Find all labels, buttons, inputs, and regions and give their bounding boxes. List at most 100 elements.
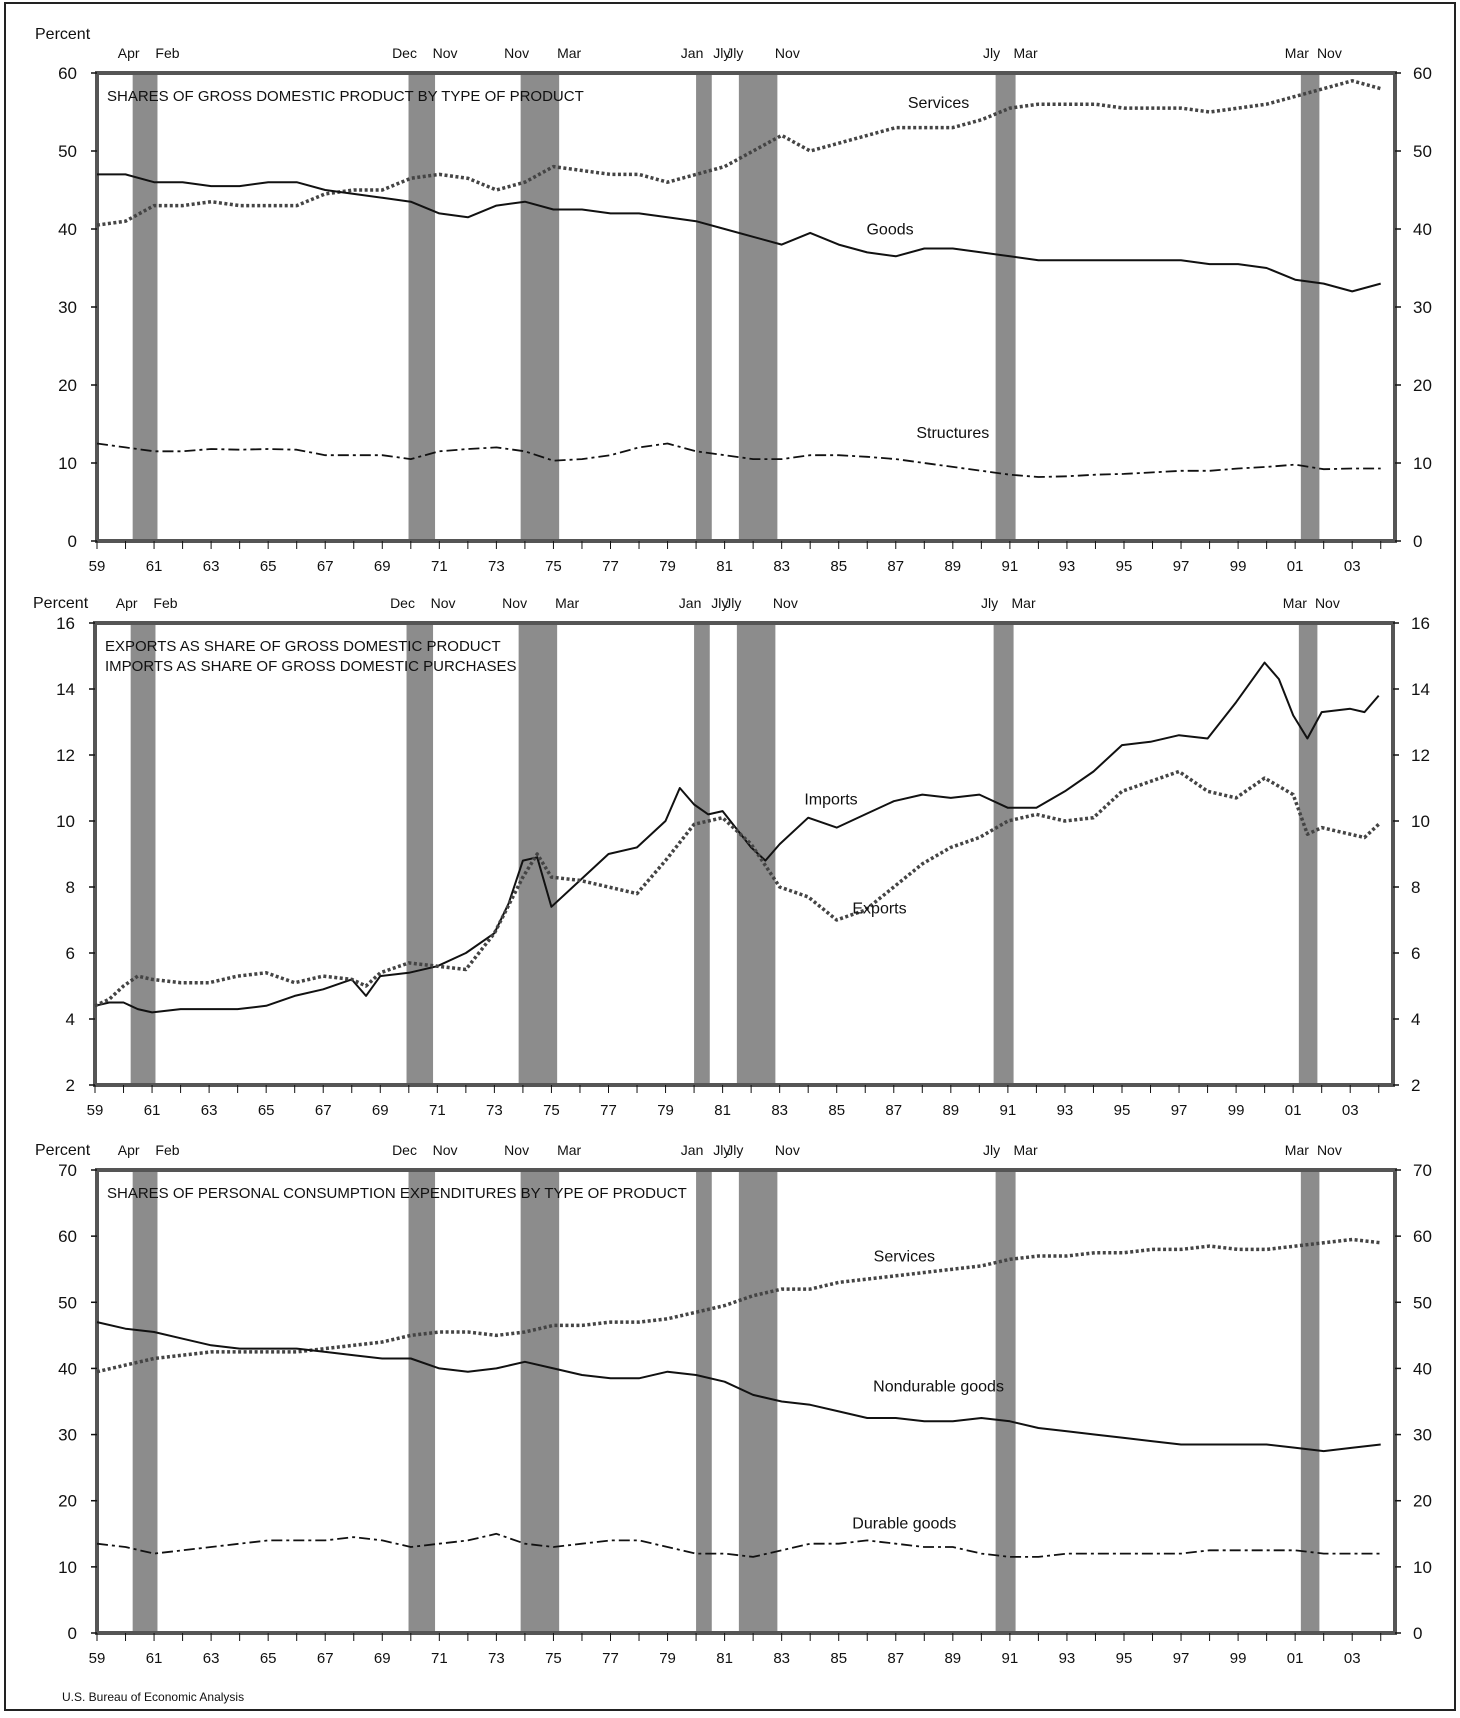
x-tick-label: 71 (429, 1102, 446, 1119)
series-line-durable-goods (96, 1532, 1381, 1558)
recession-band (995, 1170, 1016, 1633)
y-tick-label-left: 4 (66, 1010, 75, 1029)
series-line-exports (94, 769, 1380, 1008)
recession-band (736, 623, 776, 1085)
y-tick-label-right: 40 (1413, 1359, 1432, 1378)
recession-end-label: Feb (155, 1142, 179, 1158)
recession-band (696, 1170, 712, 1633)
recession-end-label: Nov (431, 595, 456, 611)
x-tick-label: 67 (315, 1102, 332, 1119)
x-tick-label: 95 (1116, 558, 1133, 575)
x-tick-label: 69 (372, 1102, 389, 1119)
y-tick-label-right: 60 (1413, 1227, 1432, 1246)
y-tick-label-right: 2 (1411, 1076, 1420, 1095)
x-tick-label: 63 (201, 1102, 218, 1119)
recession-band (520, 73, 560, 541)
y-tick-label-left: 40 (58, 1359, 77, 1378)
recession-start-label: Nov (504, 45, 529, 61)
y-tick-label-left: 10 (58, 454, 77, 473)
recession-start-label: Mar (1285, 1142, 1309, 1158)
y-tick-label-right: 10 (1413, 454, 1432, 473)
x-tick-label: 77 (602, 558, 619, 575)
recession-end-label: Nov (775, 45, 800, 61)
x-tick-label: 91 (1002, 1650, 1019, 1667)
x-tick-label: 67 (317, 558, 334, 575)
y-tick-label-left: 0 (68, 532, 77, 551)
recession-start-label: Jan (681, 45, 704, 61)
recession-end-label: Mar (557, 45, 581, 61)
x-tick-label: 69 (374, 1650, 391, 1667)
x-tick-label: 75 (545, 558, 562, 575)
recession-end-label: Jly (713, 1142, 730, 1158)
x-tick-label: 85 (830, 558, 847, 575)
x-tick-label: 91 (1002, 558, 1019, 575)
recession-band (408, 1170, 436, 1633)
y-tick-label-left: 60 (58, 64, 77, 83)
recession-start-label: Jan (679, 595, 702, 611)
y-axis-label: Percent (35, 1142, 91, 1159)
recession-band (406, 623, 434, 1085)
x-tick-label: 67 (317, 1650, 334, 1667)
recession-band (408, 73, 436, 541)
recession-band (132, 1170, 158, 1633)
recession-band (132, 73, 158, 541)
x-tick-label: 97 (1173, 558, 1190, 575)
x-tick-label: 65 (258, 1102, 275, 1119)
page-border (4, 2, 1456, 1711)
recession-start-label: Dec (390, 595, 415, 611)
recession-start-label: Apr (118, 45, 140, 61)
x-tick-label: 59 (87, 1102, 104, 1119)
recession-end-label: Nov (433, 1142, 458, 1158)
x-tick-label: 65 (260, 558, 277, 575)
y-tick-label-left: 20 (58, 376, 77, 395)
x-tick-label: 77 (600, 1102, 617, 1119)
source-note: U.S. Bureau of Economic Analysis (62, 1690, 245, 1704)
x-tick-label: 03 (1344, 1650, 1361, 1667)
x-tick-label: 83 (771, 1102, 788, 1119)
y-tick-label-right: 10 (1411, 812, 1430, 831)
x-tick-label: 79 (659, 1650, 676, 1667)
y-tick-label-right: 4 (1411, 1010, 1420, 1029)
y-tick-label-left: 6 (66, 944, 75, 963)
x-tick-label: 89 (942, 1102, 959, 1119)
y-tick-label-right: 10 (1413, 1558, 1432, 1577)
y-axis-label: Percent (33, 595, 89, 612)
recession-start-label: Mar (1285, 45, 1309, 61)
x-tick-label: 91 (1000, 1102, 1017, 1119)
x-tick-label: 81 (716, 558, 733, 575)
x-tick-label: 59 (89, 558, 106, 575)
chart-subtitle: IMPORTS AS SHARE OF GROSS DOMESTIC PURCH… (105, 658, 516, 675)
y-tick-label-right: 0 (1413, 532, 1422, 551)
recession-start-label: Apr (116, 595, 138, 611)
series-label-exports: Exports (852, 900, 906, 917)
y-tick-label-left: 60 (58, 1227, 77, 1246)
series-label-structures: Structures (916, 425, 989, 442)
y-tick-label-left: 0 (68, 1624, 77, 1643)
recession-end-label: Nov (1317, 1142, 1342, 1158)
y-tick-label-right: 0 (1413, 1624, 1422, 1643)
recession-end-label: Jly (713, 45, 730, 61)
x-tick-label: 87 (885, 1102, 902, 1119)
x-tick-label: 87 (887, 558, 904, 575)
recession-band (993, 623, 1014, 1085)
recession-end-label: Feb (155, 45, 179, 61)
x-tick-label: 71 (431, 558, 448, 575)
y-tick-label-left: 14 (56, 680, 75, 699)
x-tick-label: 77 (602, 1650, 619, 1667)
y-tick-label-left: 50 (58, 142, 77, 161)
y-tick-label-left: 10 (56, 812, 75, 831)
chart-title: SHARES OF GROSS DOMESTIC PRODUCT BY TYPE… (107, 88, 584, 105)
x-tick-label: 89 (944, 1650, 961, 1667)
x-tick-label: 85 (828, 1102, 845, 1119)
y-tick-label-right: 50 (1413, 142, 1432, 161)
recession-band (738, 73, 778, 541)
recession-end-label: Nov (1317, 45, 1342, 61)
y-tick-label-right: 6 (1411, 944, 1420, 963)
recession-start-label: Mar (1283, 595, 1307, 611)
y-tick-label-left: 30 (58, 298, 77, 317)
x-tick-label: 97 (1173, 1650, 1190, 1667)
x-tick-label: 93 (1057, 1102, 1074, 1119)
x-tick-label: 63 (203, 1650, 220, 1667)
